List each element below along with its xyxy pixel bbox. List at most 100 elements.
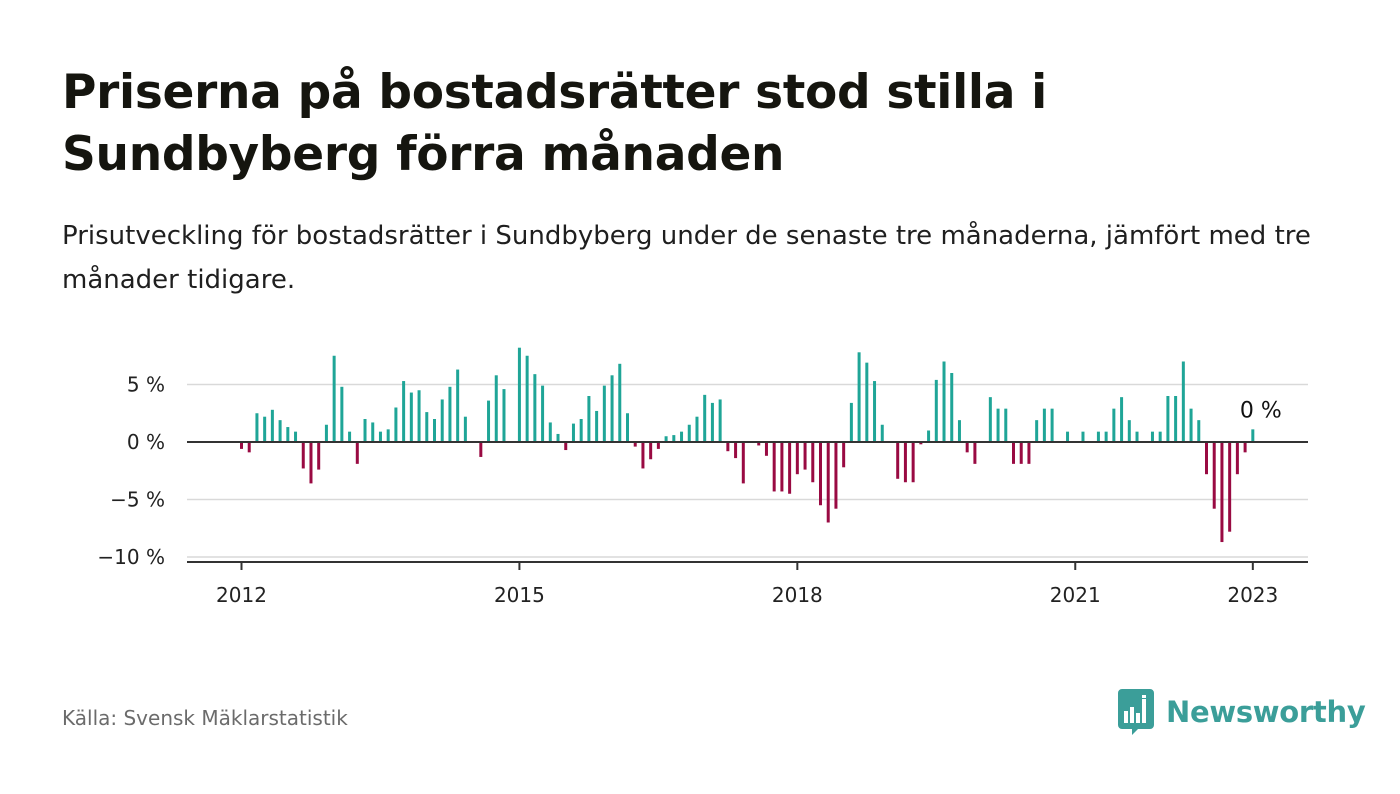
bar (247, 442, 251, 453)
bar (865, 362, 869, 442)
x-tick-label: 2012 (216, 583, 267, 607)
bar (795, 442, 799, 475)
bar (664, 436, 668, 442)
bar (440, 399, 444, 442)
bar (1150, 431, 1154, 442)
bar (1235, 442, 1239, 475)
bar (757, 442, 761, 446)
bar (456, 369, 460, 442)
bar (294, 431, 298, 442)
bar (1042, 408, 1046, 442)
bar (780, 442, 784, 492)
bar (1096, 431, 1100, 442)
bar (896, 442, 900, 479)
x-tick-label: 2015 (494, 583, 545, 607)
bar (788, 442, 792, 494)
bar (680, 431, 684, 442)
bar (734, 442, 738, 459)
brand-logo[interactable]: Newsworthy (1118, 688, 1366, 736)
x-tick-label: 2021 (1050, 583, 1101, 607)
bar (348, 431, 352, 442)
bar (425, 412, 429, 442)
bar (1120, 397, 1124, 442)
bar (965, 442, 969, 453)
bar (579, 419, 583, 442)
axes (187, 441, 1308, 570)
bar (819, 442, 822, 506)
bar (386, 429, 390, 442)
bar (842, 442, 846, 468)
bar (332, 355, 336, 442)
bar (433, 419, 436, 442)
bar (602, 385, 606, 442)
last-value-annotation: 0 % (1240, 398, 1282, 423)
bar (826, 442, 830, 523)
bar (286, 427, 290, 442)
bar (417, 390, 421, 442)
bar (1112, 408, 1116, 442)
bar (1081, 431, 1085, 442)
bar (1228, 442, 1232, 532)
bar (317, 442, 321, 470)
y-tick-label: −5 % (110, 488, 165, 512)
bar (857, 352, 861, 442)
bar (903, 442, 907, 483)
bar (641, 442, 645, 469)
grid-lines (187, 383, 1308, 558)
bar (255, 413, 259, 442)
bar (301, 442, 305, 469)
bar (1004, 408, 1008, 442)
bar (927, 430, 931, 442)
y-tick-label: 5 % (127, 373, 165, 397)
bar (1189, 408, 1193, 442)
bar (1050, 408, 1054, 442)
bar (1104, 431, 1108, 442)
tick-labels: 5 % 0 % −5 % −10 % 2012 2015 2018 2021 2023 0 % (97, 373, 1281, 608)
bar (463, 416, 467, 442)
bar (448, 386, 452, 442)
bar (564, 442, 568, 451)
bar (502, 389, 506, 442)
bars (240, 347, 1255, 543)
x-tick-label: 2023 (1227, 583, 1278, 607)
bar (942, 361, 946, 442)
bar (1212, 442, 1216, 509)
bar (533, 374, 537, 442)
bar (973, 442, 977, 464)
bar (270, 409, 274, 442)
bar (618, 363, 622, 442)
bar (811, 442, 815, 483)
bar (587, 396, 591, 442)
chart-title: Priserna på bostadsrätter stod stilla i … (62, 65, 1047, 182)
bar (1027, 442, 1031, 464)
brand-name: Newsworthy (1166, 695, 1366, 729)
bar (1035, 420, 1039, 442)
bar (873, 381, 877, 442)
bar (1181, 361, 1185, 442)
bar (703, 394, 707, 442)
bar (324, 424, 328, 442)
bar (633, 442, 637, 447)
bar (240, 442, 243, 449)
x-tick-label: 2018 (772, 583, 823, 607)
bar (394, 407, 398, 442)
bar (849, 402, 853, 442)
bar (541, 385, 545, 442)
bar (710, 402, 714, 442)
bar (371, 422, 375, 442)
bar (278, 420, 282, 442)
bar (1174, 396, 1178, 442)
bar (525, 355, 529, 442)
y-tick-label: 0 % (127, 430, 165, 454)
y-tick-label: −10 % (97, 545, 165, 569)
bar (479, 442, 483, 457)
bar (880, 424, 884, 442)
bar (626, 413, 629, 442)
bar (378, 431, 382, 442)
bar (988, 397, 992, 442)
bar (672, 435, 676, 442)
bar (1019, 442, 1023, 464)
bar (263, 416, 267, 442)
bar (1158, 431, 1162, 442)
bar (656, 442, 660, 449)
